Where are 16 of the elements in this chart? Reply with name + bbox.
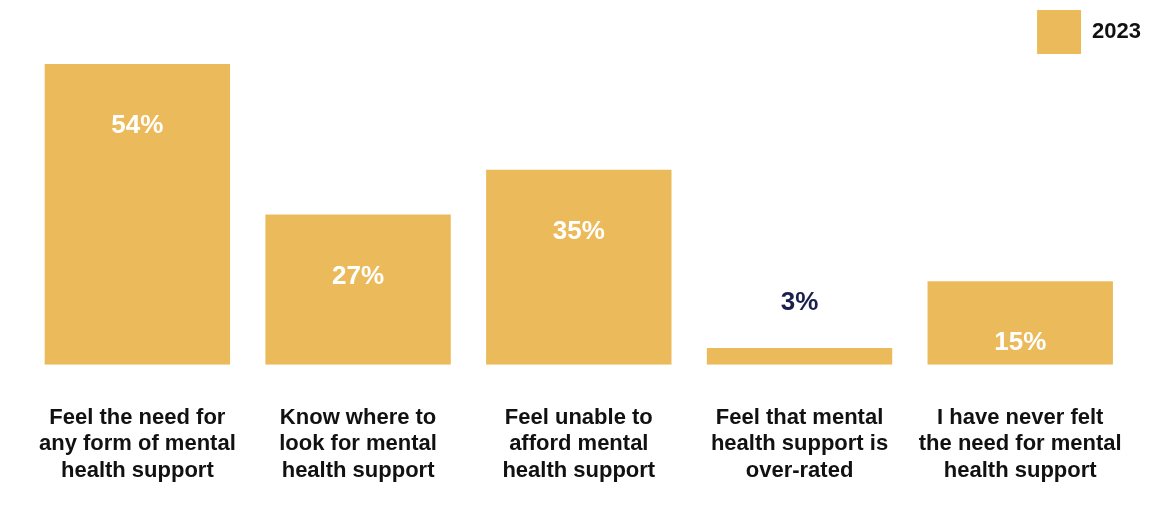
data-label: 54% bbox=[111, 109, 164, 140]
data-label: 35% bbox=[552, 215, 605, 246]
data-label: 27% bbox=[332, 259, 385, 290]
bar bbox=[486, 169, 672, 365]
x-tick-label: I have never felt the need for mental health support bbox=[918, 404, 1122, 482]
data-label: 3% bbox=[780, 286, 819, 317]
data-label: 15% bbox=[994, 326, 1047, 357]
legend-label: 2023 bbox=[1092, 18, 1142, 44]
x-tick-label: Feel that mental health support is over-rated bbox=[710, 404, 889, 482]
x-tick-label: Feel the need for any form of mental health support bbox=[38, 404, 236, 482]
bar bbox=[44, 64, 231, 365]
bar bbox=[706, 348, 893, 365]
bar bbox=[265, 214, 451, 365]
x-tick-label: Feel unable to afford mental health support bbox=[502, 404, 656, 482]
bar bbox=[927, 281, 1113, 365]
x-tick-label: Know where to look for mental health support bbox=[279, 404, 437, 482]
